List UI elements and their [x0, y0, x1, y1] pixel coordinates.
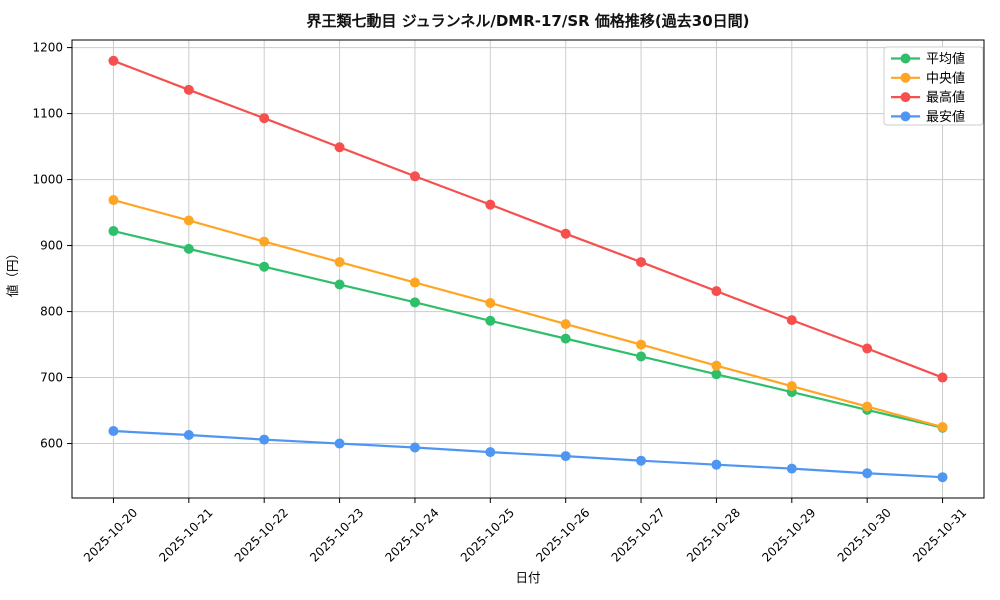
data-point-max-1 [183, 84, 194, 95]
data-point-max-0 [108, 55, 119, 66]
data-point-min-7 [636, 455, 647, 466]
data-point-median-0 [108, 195, 119, 206]
y-axis-label: 値（円） [5, 247, 20, 297]
data-point-median-2 [259, 236, 270, 247]
legend-box [883, 46, 984, 126]
x-tick-label: 2025-10-23 [307, 506, 366, 565]
x-tick-label: 2025-10-22 [232, 506, 291, 565]
data-point-max-3 [334, 142, 345, 153]
legend-marker-min [900, 111, 911, 122]
data-point-min-9 [786, 463, 797, 474]
data-point-min-8 [711, 459, 722, 470]
data-point-min-10 [862, 468, 873, 479]
series-line-min [112, 429, 944, 479]
legend-label-min: 最安値 [926, 109, 965, 125]
data-point-min-2 [259, 434, 270, 445]
x-tick-label: 2025-10-26 [533, 506, 592, 565]
data-point-max-10 [862, 343, 873, 354]
legend-label-average: 平均値 [926, 51, 965, 67]
data-point-median-5 [485, 297, 496, 308]
data-point-max-7 [636, 257, 647, 268]
data-point-min-0 [108, 426, 119, 437]
data-point-average-2 [259, 261, 270, 272]
data-point-max-11 [937, 372, 948, 383]
data-point-min-11 [937, 472, 948, 483]
data-point-min-1 [183, 429, 194, 440]
series-line-average [112, 229, 944, 429]
x-tick-label: 2025-10-31 [910, 506, 969, 565]
y-tick-label: 1000 [32, 173, 63, 187]
data-point-min-6 [560, 451, 571, 462]
data-point-average-7 [636, 351, 647, 362]
y-tick-label: 900 [40, 239, 63, 253]
series-line-median [112, 198, 944, 429]
data-point-median-8 [711, 360, 722, 371]
x-tick-label: 2025-10-21 [156, 506, 215, 565]
axes-border [71, 39, 985, 499]
data-point-average-6 [560, 333, 571, 344]
legend-marker-max [900, 92, 911, 103]
data-point-min-5 [485, 447, 496, 458]
data-point-average-0 [108, 226, 119, 237]
data-point-average-8 [711, 369, 722, 380]
y-tick-label: 700 [40, 371, 63, 385]
x-tick-label: 2025-10-29 [759, 506, 818, 565]
data-point-max-5 [485, 199, 496, 210]
y-tick-label: 1100 [32, 107, 63, 121]
x-tick-label: 2025-10-28 [684, 506, 743, 565]
data-point-max-8 [711, 286, 722, 297]
data-point-min-4 [409, 442, 420, 453]
legend-marker-average [900, 53, 911, 64]
legend-label-median: 中央値 [926, 70, 965, 86]
y-tick-label: 800 [40, 305, 63, 319]
data-point-median-10 [862, 401, 873, 412]
y-tick-label: 1200 [32, 41, 63, 55]
data-point-average-1 [183, 243, 194, 254]
data-point-average-4 [409, 297, 420, 308]
data-point-median-1 [183, 215, 194, 226]
x-tick-label: 2025-10-25 [458, 506, 517, 565]
data-point-max-4 [409, 171, 420, 182]
legend-label-max: 最高値 [926, 90, 965, 106]
data-point-max-9 [786, 315, 797, 326]
data-point-median-9 [786, 381, 797, 392]
series-line-max [112, 59, 944, 379]
x-tick-label: 2025-10-30 [835, 506, 894, 565]
x-axis-label: 日付 [515, 570, 540, 585]
data-point-median-3 [334, 257, 345, 268]
x-tick-label: 2025-10-27 [609, 506, 668, 565]
data-point-min-3 [334, 438, 345, 449]
data-point-median-7 [636, 339, 647, 350]
y-tick-label: 600 [40, 437, 63, 451]
data-point-median-11 [937, 422, 948, 433]
plot-generated-content: 600 700 800 900 1000 1100 1200 2025-10-20 2025-1… [32, 39, 985, 565]
data-point-max-2 [259, 113, 270, 124]
data-point-max-6 [560, 228, 571, 239]
x-tick-label: 2025-10-20 [81, 506, 140, 565]
data-point-median-6 [560, 319, 571, 330]
legend-marker-median [900, 72, 911, 83]
data-point-average-3 [334, 279, 345, 290]
data-point-average-5 [485, 315, 496, 326]
chart-title: 界王類七動目 ジュランネル/DMR-17/SR 価格推移(過去30日間) [306, 12, 750, 30]
data-point-median-4 [409, 277, 420, 288]
x-tick-label: 2025-10-24 [383, 506, 442, 565]
